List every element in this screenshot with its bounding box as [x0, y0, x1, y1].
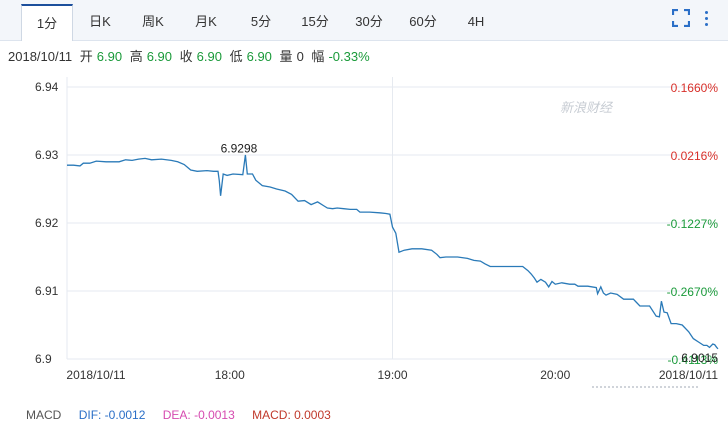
tab-4h[interactable]: 4H — [467, 14, 485, 29]
tab-day-k[interactable]: 日K — [89, 14, 111, 29]
pct-tick-label: -0.2670% — [667, 285, 719, 299]
tab-60min[interactable]: 60分 — [409, 14, 437, 29]
macd-title: MACD — [26, 408, 62, 422]
macd-value: MACD: 0.0003 — [252, 408, 331, 422]
high-price-annotation: 6.9298 — [221, 141, 258, 155]
change-value: -0.33% — [328, 49, 370, 64]
y-tick-label: 6.92 — [35, 216, 59, 230]
change-label: 幅 — [311, 49, 325, 64]
tab-week-k[interactable]: 周K — [142, 14, 164, 29]
tab-30min[interactable]: 30分 — [355, 14, 383, 29]
open-value: 6.90 — [96, 49, 123, 64]
y-tick-label: 6.94 — [35, 80, 59, 94]
close-value: 6.90 — [196, 49, 222, 64]
pct-tick-label: 0.1660% — [671, 81, 719, 95]
dif-value: DIF: -0.0012 — [78, 408, 146, 422]
tab-month-k[interactable]: 月K — [195, 14, 217, 29]
y-tick-label: 6.93 — [35, 148, 59, 162]
low-label: 低 — [229, 49, 243, 64]
x-tick-label: 2018/10/11 — [66, 368, 125, 382]
y-tick-label: 6.91 — [35, 284, 59, 298]
open-label: 开 — [79, 49, 93, 64]
low-price-annotation: 6.9015 — [681, 351, 718, 365]
x-tick-label: 19:00 — [377, 368, 407, 382]
x-tick-label: 2018/10/11 — [659, 368, 718, 382]
close-label: 收 — [179, 49, 193, 64]
y-tick-label: 6.9 — [35, 352, 52, 366]
quote-date: 2018/10/11 — [8, 49, 73, 64]
x-tick-label: 18:00 — [215, 368, 245, 382]
x-tick-label: 20:00 — [540, 368, 570, 382]
period-tab-bar: 1分 日K 周K 月K 5分 15分 30分 60分 4H — [0, 0, 728, 41]
high-value: 6.90 — [146, 49, 173, 64]
price-series-line — [67, 154, 719, 350]
tab-5min[interactable]: 5分 — [250, 14, 272, 29]
low-value: 6.90 — [246, 49, 272, 64]
pct-tick-label: -0.4113% — [668, 353, 719, 367]
volume-label: 量 — [279, 49, 293, 64]
dea-value: DEA: -0.0013 — [162, 408, 235, 422]
pct-tick-label: -0.1227% — [667, 217, 719, 231]
volume-value: 0 — [296, 49, 304, 64]
watermark-text: 新浪财经 — [560, 100, 614, 115]
tab-1min[interactable]: 1分 — [21, 4, 73, 41]
pct-tick-label: 0.0216% — [671, 149, 719, 163]
vertical-dots-icon[interactable] — [702, 8, 710, 30]
high-label: 高 — [129, 49, 143, 64]
tab-15min[interactable]: 15分 — [301, 14, 329, 29]
macd-legend: MACD DIF: -0.0012 DEA: -0.0013 MACD: 0.0… — [26, 408, 345, 422]
fullscreen-icon[interactable] — [671, 8, 691, 28]
